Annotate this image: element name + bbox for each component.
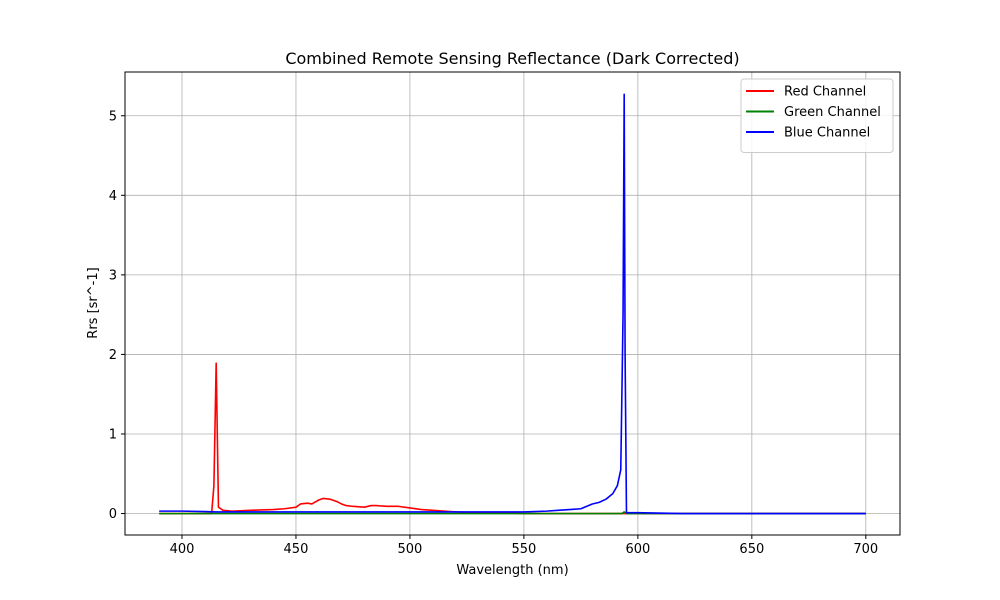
x-axis-ticks: 400 450 500 550 600 650 700 bbox=[170, 535, 878, 557]
series-lines bbox=[159, 93, 866, 515]
series-line-blue-channel bbox=[159, 93, 866, 515]
x-tick-label: 450 bbox=[284, 542, 309, 557]
chart-title: Combined Remote Sensing Reflectance (Dar… bbox=[285, 49, 739, 68]
axes-frame bbox=[124, 71, 901, 536]
legend-box bbox=[740, 78, 894, 153]
x-tick-label: 600 bbox=[625, 542, 650, 557]
legend-label: Red Channel bbox=[784, 85, 866, 100]
y-axis-ticks: 0 1 2 3 4 5 bbox=[109, 109, 125, 522]
x-axis-label: Wavelength (nm) bbox=[456, 563, 568, 578]
x-tick-label: 700 bbox=[853, 542, 878, 557]
legend-label: Green Channel bbox=[784, 105, 881, 120]
y-axis-label: Rrs [sr^-1] bbox=[86, 267, 101, 338]
y-tick-label: 4 bbox=[109, 189, 117, 204]
legend: Red Channel Green Channel Blue Channel bbox=[740, 78, 894, 153]
y-tick-label: 1 bbox=[109, 427, 117, 442]
x-tick-label: 550 bbox=[511, 542, 536, 557]
legend-label: Blue Channel bbox=[784, 126, 870, 141]
x-tick-label: 400 bbox=[170, 542, 195, 557]
x-tick-label: 650 bbox=[739, 542, 764, 557]
y-tick-label: 2 bbox=[109, 348, 117, 363]
x-tick-label: 500 bbox=[398, 542, 423, 557]
y-tick-label: 0 bbox=[109, 507, 117, 522]
y-tick-label: 3 bbox=[109, 268, 117, 283]
y-tick-label: 5 bbox=[109, 109, 117, 124]
